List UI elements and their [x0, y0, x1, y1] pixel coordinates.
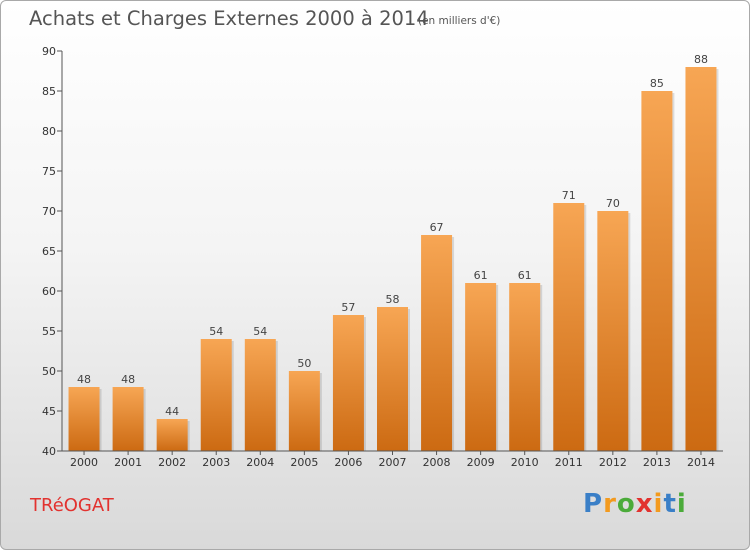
bar [465, 283, 497, 451]
brand-logo-letter: i [676, 489, 687, 519]
chart-title: Achats et Charges Externes 2000 à 2014 [29, 7, 429, 30]
bar-group: 48 [112, 373, 146, 451]
y-tick-label: 60 [42, 285, 56, 298]
x-tick-label: 2009 [467, 456, 495, 469]
y-tick-label: 85 [42, 85, 56, 98]
y-axis: 40 45 50 55 60 65 70 75 80 85 90 [42, 45, 63, 458]
x-tick-label: 2008 [423, 456, 451, 469]
bar-value-label: 50 [297, 357, 311, 370]
y-tick-label: 55 [42, 325, 56, 338]
bar-value-label: 48 [77, 373, 91, 386]
bar-group: 71 [553, 189, 587, 451]
bar-group: 58 [377, 293, 410, 451]
bar [332, 315, 364, 451]
bar-value-label: 71 [562, 189, 576, 202]
bar-group: 50 [288, 357, 322, 451]
chart-subtitle: (en milliers d'€) [418, 15, 501, 27]
y-tick-label: 40 [42, 445, 56, 458]
bar-group: 44 [156, 405, 190, 451]
bar-value-label: 58 [386, 293, 400, 306]
bar-group: 57 [332, 301, 366, 451]
bar-value-label: 61 [518, 269, 532, 282]
x-tick-label: 2005 [290, 456, 318, 469]
bar-value-label: 54 [253, 325, 267, 338]
bar-group: 54 [244, 325, 278, 451]
bar-group: 61 [465, 269, 499, 451]
brand-logo-letter: t [663, 489, 677, 519]
bar-value-label: 85 [650, 77, 664, 90]
y-tick-label: 45 [42, 405, 56, 418]
x-axis: 2000 2001 2002 2003 2004 2005 2006 2007 2008 2009… [62, 450, 723, 469]
x-tick-label: 2000 [70, 456, 98, 469]
bar-group: 88 [685, 53, 719, 451]
brand-logo: Proxiti [583, 489, 687, 519]
x-tick-label: 2012 [599, 456, 627, 469]
brand-logo-letter: P [583, 489, 604, 519]
x-tick-label: 2010 [511, 456, 539, 469]
bar-value-label: 44 [165, 405, 179, 418]
bars: 48 48 44 54 54 50 57 58 67 61 61 71 70 85 88 [68, 53, 719, 451]
bar-group: 67 [421, 221, 455, 451]
bar-value-label: 67 [430, 221, 444, 234]
brand-logo-letter: r [603, 489, 617, 519]
y-tick-label: 90 [42, 45, 56, 58]
x-tick-label: 2011 [555, 456, 583, 469]
bar [156, 419, 188, 451]
bar-value-label: 88 [694, 53, 708, 66]
x-tick-label: 2001 [114, 456, 142, 469]
bar [112, 387, 144, 451]
bar-group: 61 [509, 269, 543, 451]
bar-group: 54 [200, 325, 234, 451]
bar [685, 67, 717, 451]
bar [377, 307, 408, 451]
bar-value-label: 70 [606, 197, 620, 210]
bar [509, 283, 541, 451]
x-tick-label: 2013 [643, 456, 671, 469]
y-tick-label: 65 [42, 245, 56, 258]
bar [68, 387, 100, 451]
bar [200, 339, 232, 451]
y-tick-label: 80 [42, 125, 56, 138]
y-tick-label: 70 [42, 205, 56, 218]
bar-group: 48 [68, 373, 102, 451]
bar-group: 70 [597, 197, 631, 451]
x-tick-label: 2006 [334, 456, 362, 469]
bar-group: 85 [641, 77, 675, 451]
x-tick-label: 2004 [246, 456, 274, 469]
x-tick-label: 2014 [687, 456, 715, 469]
brand-logo-letter: o [616, 489, 636, 519]
y-tick-label: 75 [42, 165, 56, 178]
bar-value-label: 54 [209, 325, 223, 338]
bar [597, 211, 629, 451]
bar [244, 339, 276, 451]
bar [641, 91, 673, 451]
bar [553, 203, 585, 451]
x-tick-label: 2003 [202, 456, 230, 469]
town-label: TRéOGAT [30, 495, 114, 516]
brand-logo-letter: i [653, 489, 664, 519]
bar-value-label: 48 [121, 373, 135, 386]
y-tick-label: 50 [42, 365, 56, 378]
x-tick-label: 2002 [158, 456, 186, 469]
bar-value-label: 57 [341, 301, 355, 314]
bar-value-label: 61 [474, 269, 488, 282]
bar [421, 235, 453, 451]
bar [288, 371, 320, 451]
brand-logo-letter: x [635, 489, 654, 519]
x-tick-label: 2007 [379, 456, 407, 469]
